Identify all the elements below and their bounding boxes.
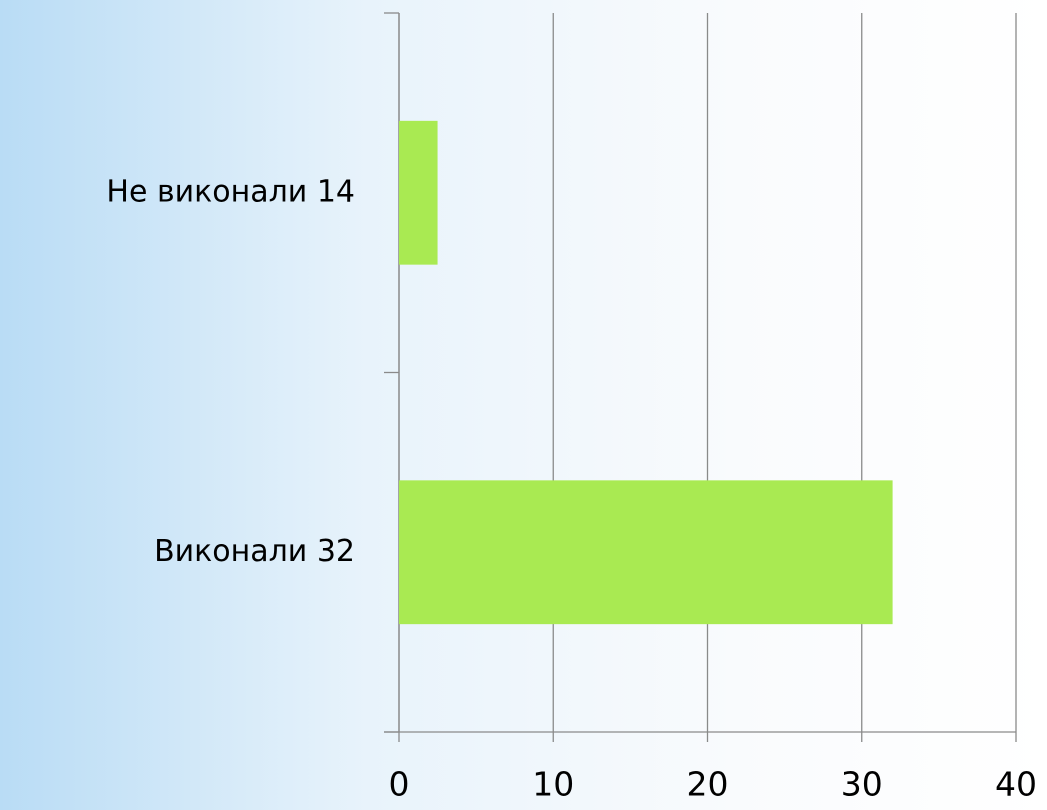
y-tick-label: Виконали 32 (154, 534, 355, 569)
x-tick-label: 10 (532, 765, 574, 804)
x-tick-label: 0 (389, 765, 410, 804)
x-tick-label: 30 (841, 765, 883, 804)
x-tick-label: 40 (995, 765, 1037, 804)
x-tick-label: 20 (687, 765, 729, 804)
bar (399, 480, 893, 625)
bar (399, 120, 438, 265)
y-tick-label: Не виконали 14 (106, 174, 355, 209)
